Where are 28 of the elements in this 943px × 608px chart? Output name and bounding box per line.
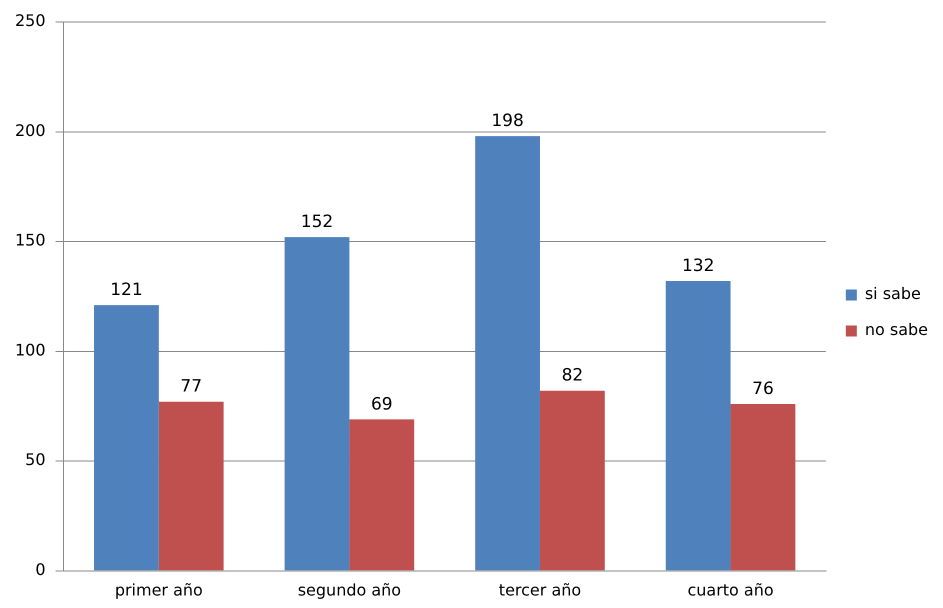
legend-label: no sabe [864,320,928,340]
legend-label: si sabe [864,284,921,304]
bar [730,404,796,570]
data-label: 132 [682,256,714,276]
data-label: 121 [110,280,143,300]
data-label: 76 [752,378,774,399]
y-tick-label: 150 [14,230,46,250]
bar [475,136,540,570]
y-tick-label: 250 [14,11,46,30]
bar [158,402,224,570]
y-tick-label: 0 [35,560,46,579]
y-tick-label: 200 [14,120,46,140]
y-tick-label: 100 [14,340,46,360]
x-tick-label: segundo año [298,580,402,600]
data-label: 198 [491,111,524,132]
data-label: 82 [562,366,584,386]
y-tick-label: 50 [25,450,46,470]
bar [284,237,350,570]
x-tick-label: tercer año [498,580,582,600]
data-label: 69 [370,394,393,414]
bar [94,305,159,570]
bar [666,281,731,570]
x-tick-label: cuarto año [687,580,774,600]
x-tick-label: primer año [114,580,203,600]
data-label: 77 [180,376,202,397]
bar [540,390,605,570]
data-label: 152 [300,212,334,232]
bar [349,419,414,570]
